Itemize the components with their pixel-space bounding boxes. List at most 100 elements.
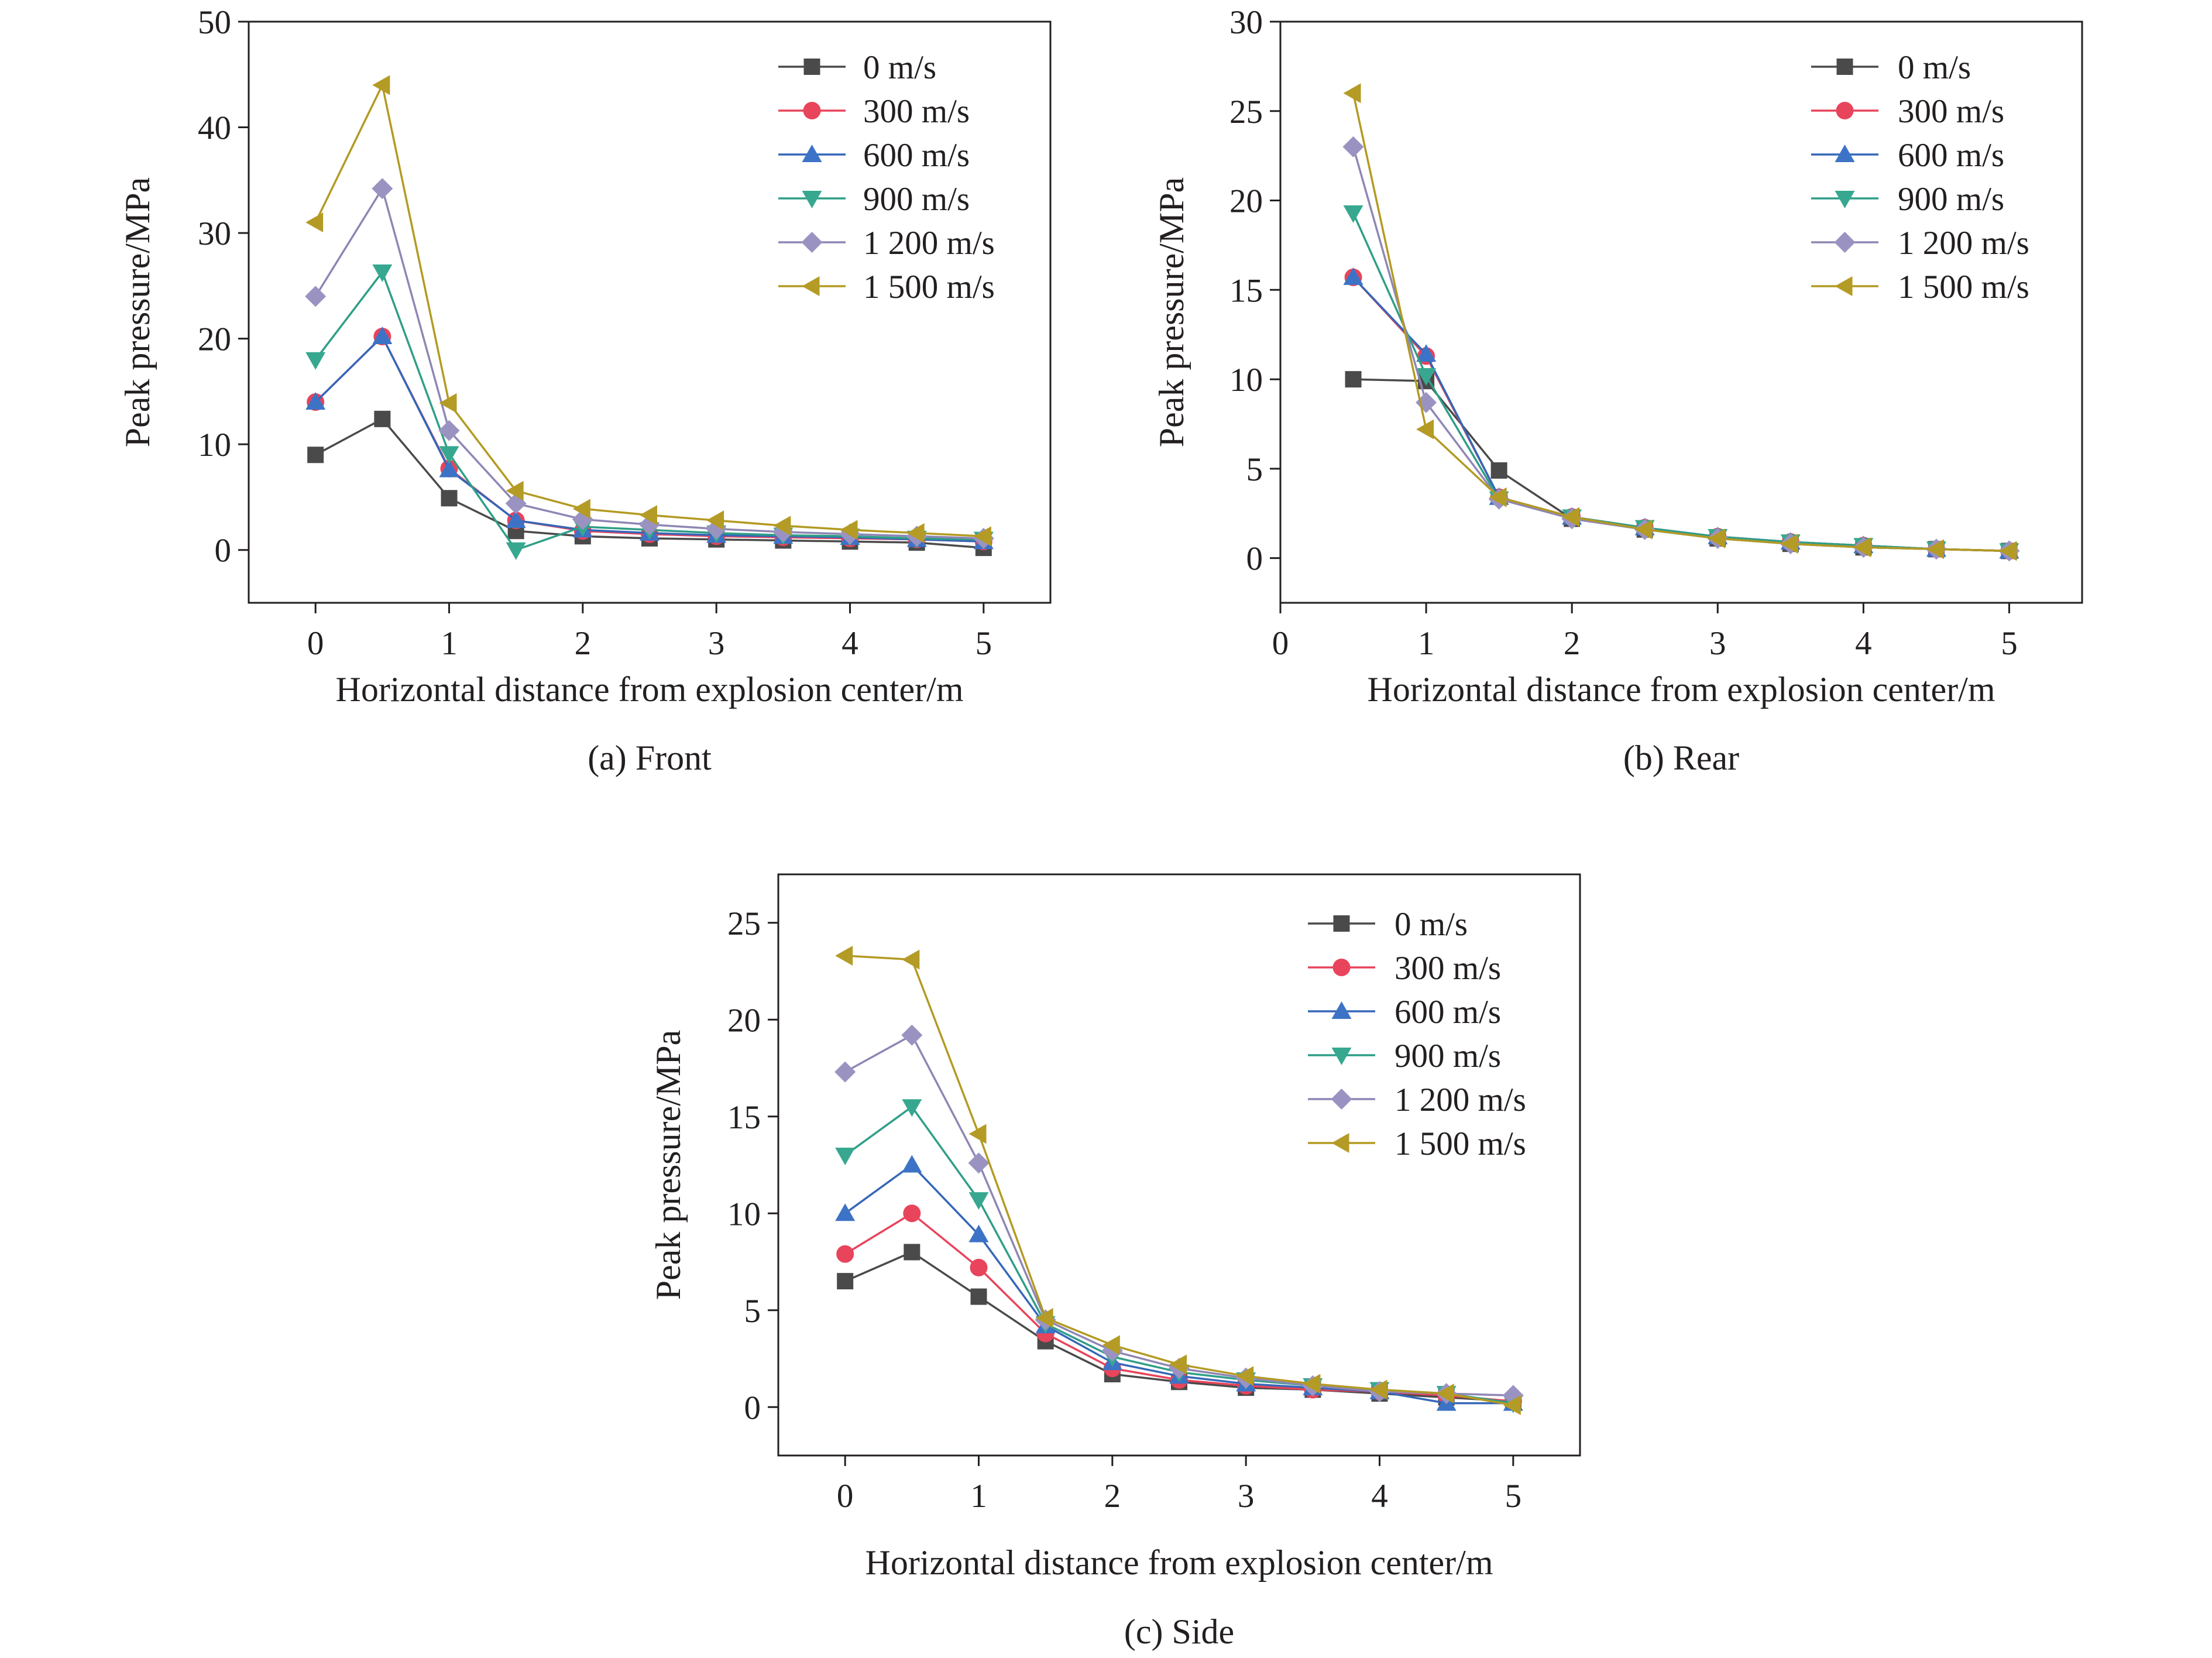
data-point [835,946,853,966]
data-point [374,410,391,427]
data-point [968,1152,990,1174]
x-tick-label: 0 [1272,625,1289,662]
y-tick-label: 0 [744,1389,761,1426]
y-tick-label: 30 [198,215,231,252]
legend-label: 1 500 m/s [1898,269,2029,305]
plot-frame [248,20,1052,604]
y-tick-label: 20 [198,321,231,358]
y-tick-label: 10 [198,427,231,464]
legend-label: 300 m/s [863,93,970,130]
y-tick-label: 25 [1229,94,1263,131]
legend-marker [1835,145,1855,162]
legend-label: 900 m/s [1898,181,2004,218]
y-tick-label: 10 [1229,362,1263,399]
legend-label: 600 m/s [1394,994,1501,1031]
data-point [906,523,925,543]
data-point [438,420,460,441]
legend-label: 1 500 m/s [1394,1125,1526,1162]
y-tick-label: 30 [1229,4,1263,41]
legend-marker [801,232,823,253]
data-point [506,542,526,560]
legend-marker [803,59,820,75]
data-point [904,1244,920,1261]
legend-label: 0 m/s [1394,906,1468,943]
y-axis-title: Peak pressure/MPa [118,177,157,448]
data-point [773,516,791,536]
y-tick-label: 0 [215,533,232,569]
data-point [439,446,459,464]
data-point [1708,528,1726,549]
data-point [1853,537,1871,558]
chart-caption: (a) Front [588,739,712,777]
plot-frame [1279,20,2083,604]
data-point [836,1245,854,1263]
x-tick-label: 1 [441,625,458,662]
x-tick-label: 1 [1418,625,1435,662]
data-point [834,1061,856,1083]
data-point [372,327,393,345]
data-point [307,447,324,464]
data-point [901,1024,923,1046]
legend-label: 600 m/s [863,137,970,174]
data-point [968,1224,989,1242]
data-point [1416,419,1434,440]
data-point [968,1192,989,1210]
data-point [1562,507,1580,527]
y-tick-label: 5 [744,1293,761,1330]
legend-marker [1331,1089,1352,1110]
data-point [970,1288,987,1305]
y-tick-label: 20 [727,1002,761,1039]
series-line [1352,276,2010,552]
x-tick-label: 2 [1564,625,1581,662]
data-point [439,393,457,413]
data-point [305,392,326,410]
chart-side: 0 5 10 15 20 25 0 1 2 3 4 5 Horizontal distance from… [649,873,1581,1651]
data-point [640,505,657,526]
legend-label: 300 m/s [1394,950,1501,987]
legend-marker [802,191,822,208]
x-axis-title: Horizontal distance from explosion cente… [1368,670,1995,709]
data-point [305,352,326,370]
data-point [902,1099,922,1117]
series-line [314,271,984,551]
legend-label: 600 m/s [1898,137,2004,174]
data-point [1926,539,1944,559]
data-point [973,526,991,547]
data-point [903,1204,921,1223]
data-point [305,286,327,307]
series-line [1352,276,2010,552]
legend-marker [802,276,820,296]
data-point [372,178,393,200]
y-tick-label: 50 [198,4,231,41]
data-point [1343,83,1361,104]
x-tick-label: 0 [837,1478,854,1515]
data-point [837,1273,854,1290]
legend-label: 1 500 m/s [863,269,995,305]
legend-marker [1836,102,1854,119]
legend-label: 900 m/s [1394,1038,1501,1075]
legend-label: 900 m/s [863,181,970,218]
data-point [1634,519,1653,540]
legend-label: 1 200 m/s [863,225,995,262]
data-point [372,264,393,282]
y-tick-label: 15 [1229,272,1263,309]
data-point [1416,344,1437,362]
x-tick-label: 5 [1505,1478,1522,1515]
y-axis-title: Peak pressure/MPa [649,1030,688,1300]
data-point [840,520,858,540]
y-tick-label: 25 [727,905,761,942]
x-tick-label: 2 [1104,1478,1121,1515]
plot-frame [777,873,1581,1457]
data-point [835,1203,856,1221]
x-tick-label: 5 [976,625,992,662]
data-point [1342,136,1364,157]
chart-caption: (c) Side [1124,1612,1234,1651]
series-line [1352,92,2010,552]
x-tick-label: 3 [708,625,725,662]
data-point [572,499,590,519]
chart-caption: (b) Rear [1623,739,1739,777]
data-point [968,1124,987,1144]
legend-marker [1836,59,1853,75]
